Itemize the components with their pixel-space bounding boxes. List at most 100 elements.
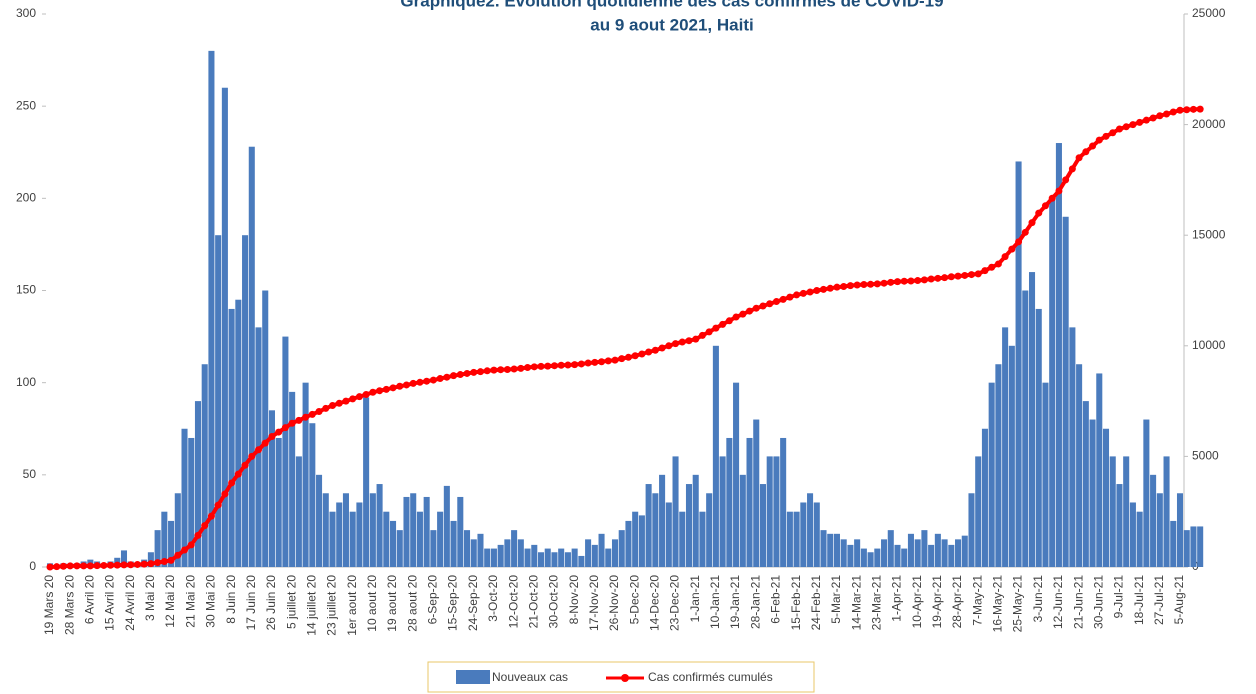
bar [504, 539, 511, 567]
line-point [355, 393, 363, 401]
line-point [59, 562, 67, 570]
line-point [591, 358, 599, 366]
line-point [214, 501, 222, 509]
chart-subtitle: au 9 aout 2021, Haiti [590, 15, 753, 34]
line-point [544, 362, 552, 370]
line-point [611, 356, 619, 364]
bar [1076, 364, 1083, 567]
bar [907, 533, 914, 567]
bar [235, 299, 242, 567]
bar [807, 493, 814, 567]
x-tick-label: 1er aout 20 [345, 575, 359, 636]
bar [248, 146, 255, 567]
bar [463, 530, 471, 567]
x-tick-label: 15-Feb-21 [789, 575, 803, 631]
x-tick-label: 10 aout 20 [365, 575, 379, 632]
bar [1028, 272, 1036, 567]
line-point [174, 551, 182, 559]
x-tick-label: 21 Mai 20 [183, 575, 197, 628]
bar [881, 539, 888, 567]
bar [416, 511, 423, 567]
line-point [302, 413, 310, 421]
bar [1183, 530, 1190, 567]
bar [921, 530, 928, 567]
line-point [685, 337, 693, 345]
x-tick-label: 3-Oct-20 [486, 575, 500, 622]
line-point [1068, 165, 1076, 173]
line-point [187, 541, 195, 549]
bar [403, 496, 410, 567]
bar [511, 530, 518, 567]
line-point [329, 402, 336, 410]
line-point [604, 357, 612, 365]
bar [336, 502, 343, 567]
x-tick-label: 24-Sep-20 [466, 575, 480, 631]
line-point [470, 368, 478, 376]
bar [1062, 216, 1069, 567]
line-point [1102, 132, 1110, 140]
x-tick-label: 12-Jun-21 [1051, 575, 1065, 629]
line-point [651, 346, 659, 354]
line-point [1082, 148, 1090, 156]
x-tick-label: 30-Oct-20 [547, 575, 561, 629]
line-point [974, 270, 982, 278]
bar [228, 308, 235, 567]
line-point [1156, 112, 1164, 120]
bar [289, 391, 296, 567]
line-point [53, 563, 61, 571]
chart-title: Graphique2. Evolution quotidienne des ca… [400, 0, 943, 10]
line-point [557, 361, 565, 369]
line-point [1196, 105, 1204, 113]
bar [726, 437, 733, 567]
bar [773, 456, 780, 567]
bar [147, 552, 154, 567]
line-point [1035, 209, 1043, 217]
x-tick-label: 23 juillet 20 [325, 575, 339, 636]
x-tick-label: 14-Dec-20 [648, 575, 662, 631]
line-point [450, 372, 458, 380]
bar [356, 502, 363, 567]
bar [1143, 419, 1150, 567]
line-point [994, 260, 1002, 268]
line-point [1028, 219, 1036, 227]
x-tick-label: 8-Nov-20 [567, 575, 581, 625]
x-tick-label: 18-Jul-21 [1132, 575, 1146, 625]
bar [793, 511, 800, 567]
line-point [1048, 194, 1056, 202]
x-tick-label: 1-Apr-21 [890, 575, 904, 622]
line-point [147, 560, 155, 568]
bar [1042, 382, 1049, 567]
bar [450, 520, 457, 567]
bar [914, 539, 921, 567]
line-point [443, 373, 451, 381]
bar [585, 539, 592, 567]
bar [719, 456, 726, 567]
line-point [793, 291, 801, 299]
bar [558, 548, 565, 567]
line-point [1129, 121, 1137, 129]
line-point [322, 404, 330, 412]
legend-swatch [621, 674, 629, 682]
bar [470, 539, 477, 567]
line-point [698, 331, 706, 339]
bar [188, 437, 195, 567]
bar [1089, 419, 1096, 567]
bar [867, 552, 874, 567]
x-tick-label: 19-Apr-21 [930, 575, 944, 629]
bar [813, 502, 820, 567]
bar [120, 550, 128, 567]
bar [571, 548, 578, 567]
line-point [1136, 118, 1144, 126]
x-tick-label: 10-Jan-21 [708, 575, 722, 629]
line-point [1122, 123, 1130, 131]
bar [699, 511, 706, 567]
line-point [678, 338, 686, 346]
bar [605, 548, 612, 567]
bar [349, 511, 356, 567]
x-tick-label: 5-Mar-21 [829, 575, 843, 624]
bar [712, 345, 719, 567]
bar [645, 484, 652, 567]
line-point [1189, 105, 1197, 113]
line-point [840, 283, 848, 291]
bar [524, 548, 531, 567]
